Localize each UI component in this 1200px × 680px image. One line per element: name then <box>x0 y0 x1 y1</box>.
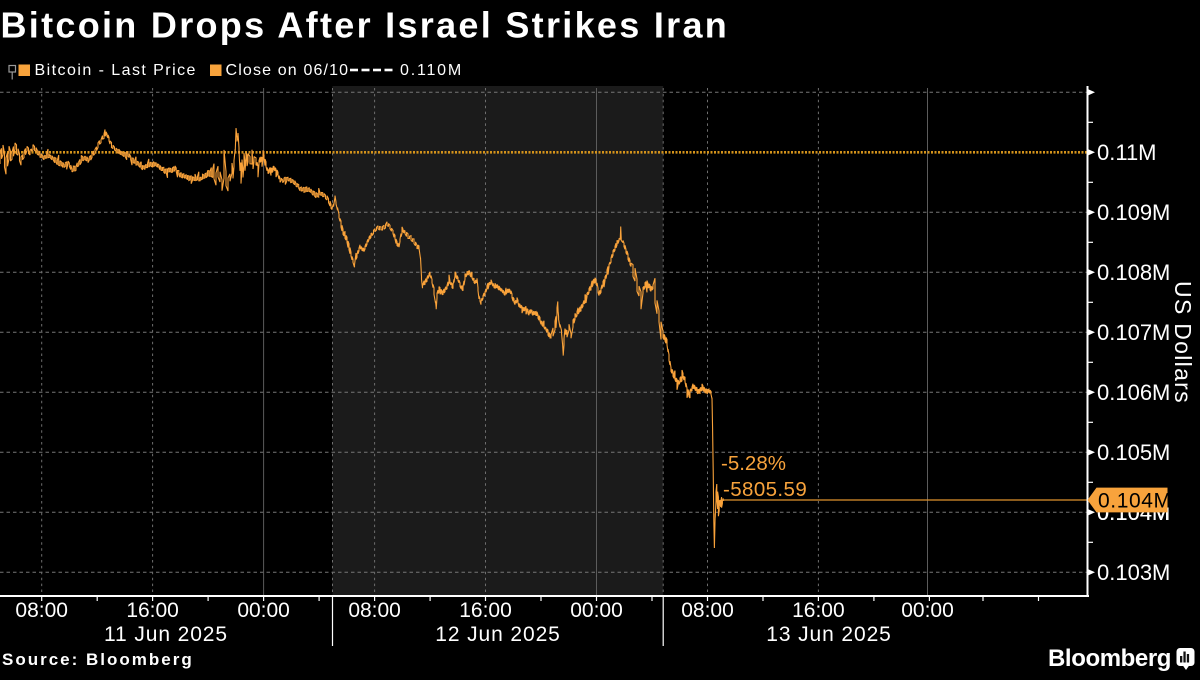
svg-text:08:00: 08:00 <box>681 599 734 622</box>
svg-text:0.104M: 0.104M <box>1098 490 1172 513</box>
svg-text:-5805.59: -5805.59 <box>723 478 807 501</box>
svg-text:0.110M: 0.110M <box>400 62 463 79</box>
svg-text:0.103M: 0.103M <box>1097 560 1170 585</box>
svg-text:US Dollars: US Dollars <box>1170 281 1196 404</box>
svg-text:13 Jun 2025: 13 Jun 2025 <box>766 623 892 646</box>
svg-text:Bitcoin - Last Price: Bitcoin - Last Price <box>35 62 197 79</box>
svg-text:0.105M: 0.105M <box>1097 440 1170 465</box>
svg-text:08:00: 08:00 <box>15 599 68 622</box>
svg-text:0.108M: 0.108M <box>1097 260 1170 285</box>
svg-text:0.109M: 0.109M <box>1097 200 1170 225</box>
svg-text:0.106M: 0.106M <box>1097 380 1170 405</box>
svg-text:Source: Bloomberg: Source: Bloomberg <box>2 650 194 669</box>
svg-text:16:00: 16:00 <box>126 599 179 622</box>
svg-text:11 Jun 2025: 11 Jun 2025 <box>104 623 228 646</box>
svg-text:00:00: 00:00 <box>237 599 290 622</box>
svg-text:00:00: 00:00 <box>901 599 954 622</box>
svg-text:0.107M: 0.107M <box>1097 320 1170 345</box>
svg-text:Bitcoin Drops After Israel Str: Bitcoin Drops After Israel Strikes Iran <box>1 5 730 46</box>
svg-text:0.11M: 0.11M <box>1097 140 1157 165</box>
svg-text:-5.28%: -5.28% <box>721 452 786 475</box>
svg-text:Bloomberg: Bloomberg <box>1048 645 1171 672</box>
svg-text:16:00: 16:00 <box>459 599 512 622</box>
svg-text:16:00: 16:00 <box>792 599 845 622</box>
svg-text:08:00: 08:00 <box>348 599 401 622</box>
svg-text:12 Jun 2025: 12 Jun 2025 <box>435 623 561 646</box>
svg-text:Close on 06/10: Close on 06/10 <box>226 62 350 79</box>
svg-text:00:00: 00:00 <box>570 599 623 622</box>
